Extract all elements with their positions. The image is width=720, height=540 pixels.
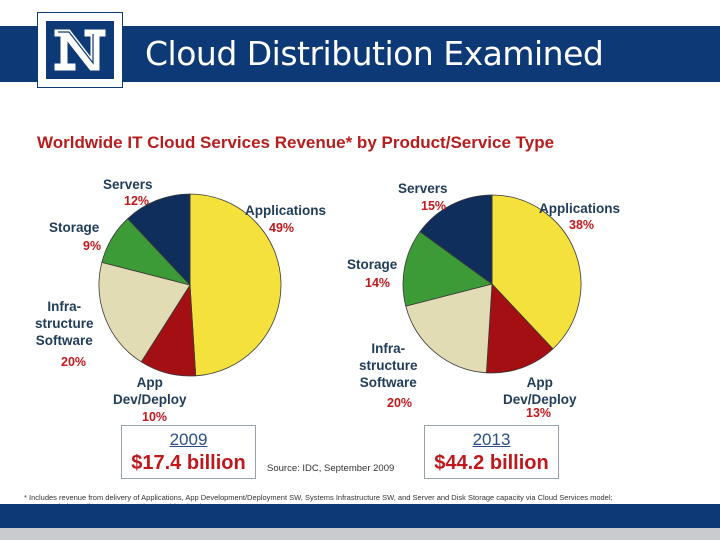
total-box-2009: 2009 $17.4 billion <box>121 425 256 479</box>
pct-2013-storage: 14% <box>365 276 391 290</box>
label-2009-app-dev-deploy: App Dev/Deploy <box>113 374 187 408</box>
pct-2013-infrastructure-software: 20% <box>387 396 413 410</box>
slide-title: Cloud Distribution Examined <box>145 34 604 73</box>
source-note: Source: IDC, September 2009 <box>267 463 395 474</box>
pie-slice-2013-servers <box>419 194 493 285</box>
year-label-2013: 2013 <box>472 430 511 449</box>
pie-slice-2013-app-dev-deploy <box>485 283 554 374</box>
pct-2013-applications: 38% <box>569 218 595 232</box>
pct-2009-app-dev-deploy: 10% <box>142 410 168 424</box>
label-2013-app-dev-deploy: App Dev/Deploy <box>503 374 577 408</box>
pct-2009-storage: 9% <box>83 239 102 253</box>
pct-2013-servers: 15% <box>421 199 447 213</box>
label-line: Infra- <box>47 299 82 314</box>
logo-mark <box>46 21 114 79</box>
label-line: Dev/Deploy <box>503 392 577 407</box>
label-2013-servers: Servers <box>398 181 448 196</box>
label-2013-storage: Storage <box>347 257 398 272</box>
pie-slice-2009-servers <box>127 193 191 287</box>
pie-slice-2009-applications <box>189 193 282 377</box>
footer-strip <box>0 528 720 540</box>
label-2009-applications: Applications <box>245 203 327 218</box>
pct-2013-app-dev-deploy: 13% <box>526 406 552 420</box>
university-logo <box>37 12 123 88</box>
label-line: App <box>136 375 163 390</box>
label-2013-infrastructure-software: Infra- structure Software <box>359 340 418 391</box>
pct-2009-infrastructure-software: 20% <box>61 355 87 369</box>
label-2009-servers: Servers <box>103 177 153 192</box>
pie-slice-2013-applications <box>491 194 582 350</box>
total-amount-2013: $44.2 billion <box>434 452 549 474</box>
pct-2009-servers: 12% <box>124 194 150 208</box>
label-line: App <box>526 375 553 390</box>
label-line: structure <box>359 358 418 373</box>
label-line: Software <box>359 375 417 390</box>
pie-slice-2013-storage <box>402 231 493 307</box>
pie-slice-2009-infra-structure-software <box>98 261 191 363</box>
chart-title: Worldwide IT Cloud Services Revenue* by … <box>37 133 555 152</box>
label-line: structure <box>35 316 94 331</box>
footer-bar <box>0 504 720 528</box>
label-line: Dev/Deploy <box>113 392 187 407</box>
n-logo-icon <box>53 28 107 72</box>
total-amount-2009: $17.4 billion <box>131 452 246 474</box>
year-label-2009: 2009 <box>169 430 208 449</box>
pct-2009-applications: 49% <box>269 221 295 235</box>
label-2009-infrastructure-software: Infra- structure Software <box>35 298 94 349</box>
label-line: Infra- <box>371 341 406 356</box>
total-box-2013: 2013 $44.2 billion <box>424 425 559 479</box>
label-line: Software <box>35 333 93 348</box>
label-2009-storage: Storage <box>49 220 100 235</box>
pie-slice-2013-infra-structure-software <box>405 283 493 374</box>
label-2013-applications: Applications <box>539 201 621 216</box>
